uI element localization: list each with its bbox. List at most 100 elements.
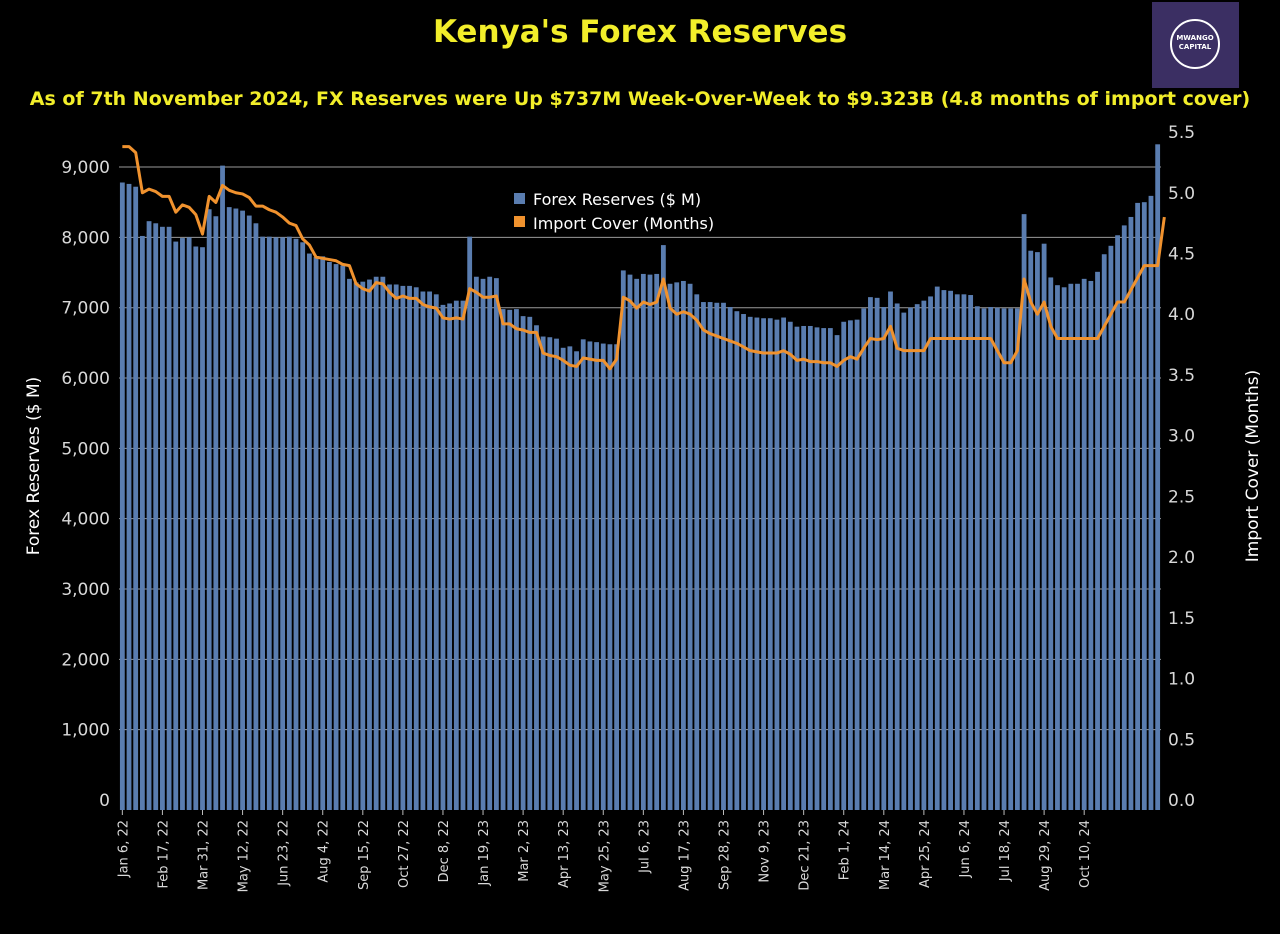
x-tick-label: Aug 4, 22 <box>317 820 332 883</box>
chart-title: Kenya's Forex Reserves <box>432 14 848 50</box>
bar <box>393 284 399 811</box>
bar <box>527 316 533 810</box>
bar <box>547 337 553 810</box>
x-tick-label: Apr 13, 23 <box>557 820 572 888</box>
bar <box>1121 225 1127 810</box>
bar <box>473 276 479 810</box>
bar <box>627 274 633 810</box>
bar <box>347 278 352 811</box>
x-tick-label: Jan 19, 23 <box>477 820 492 887</box>
y-tick-label: 3,000 <box>61 580 110 600</box>
x-tick-label: Feb 17, 22 <box>156 820 171 889</box>
import-cover-line <box>122 145 1166 371</box>
bar <box>914 304 920 810</box>
y2-tick-label: 0.0 <box>1168 791 1195 811</box>
y2-tick-label: 3.0 <box>1168 427 1195 447</box>
bar <box>139 235 145 810</box>
x-tick-label: Jan 6, 22 <box>116 820 131 878</box>
bar <box>707 302 713 810</box>
bar <box>687 283 693 810</box>
bar <box>647 274 653 810</box>
bar <box>1061 287 1067 810</box>
bar <box>888 291 893 810</box>
x-tick-label: Dec 8, 22 <box>437 820 452 882</box>
bar <box>333 264 339 811</box>
bar <box>273 237 279 811</box>
bar <box>634 278 640 811</box>
bar <box>119 182 125 810</box>
bar <box>520 316 526 810</box>
bar <box>380 276 386 810</box>
bar <box>1075 283 1080 810</box>
bar <box>667 283 673 810</box>
bar <box>1088 280 1094 811</box>
bar <box>1048 277 1054 810</box>
bar <box>681 280 686 811</box>
y-tick-label: 2,000 <box>61 650 110 670</box>
bar <box>1148 195 1154 810</box>
x-tick-label: Apr 25, 24 <box>918 820 933 888</box>
bar <box>166 226 172 810</box>
bar <box>961 294 967 811</box>
bar <box>193 246 199 810</box>
bar <box>881 306 887 810</box>
legend-swatch-reserves <box>514 193 525 204</box>
bar <box>801 325 807 810</box>
bar <box>1155 144 1161 810</box>
bar <box>233 208 239 810</box>
x-tick-label: Mar 14, 24 <box>878 820 893 890</box>
y2-tick-label: 5.0 <box>1168 184 1195 204</box>
bar <box>781 317 787 810</box>
bar <box>360 281 366 810</box>
bar <box>1101 254 1107 811</box>
bar <box>353 282 359 810</box>
bar <box>260 236 266 810</box>
x-tick-label: Jul 18, 24 <box>998 820 1013 882</box>
bar <box>433 294 439 811</box>
bar <box>173 241 179 810</box>
bar <box>554 338 559 810</box>
bar <box>186 237 192 811</box>
y-tick-label: 9,000 <box>61 158 110 178</box>
bar <box>894 303 900 810</box>
y2-tick-label: 3.5 <box>1168 366 1195 386</box>
bar <box>1001 308 1007 810</box>
bar <box>540 336 546 810</box>
bar <box>200 247 205 810</box>
x-tick-label: Mar 31, 22 <box>197 820 212 890</box>
legend-label-reserves: Forex Reserves ($ M) <box>533 190 701 209</box>
bar <box>974 306 980 810</box>
bar <box>874 297 880 811</box>
bar <box>367 279 372 810</box>
bar <box>868 297 873 810</box>
bar <box>1035 252 1040 810</box>
y2-tick-label: 2.0 <box>1168 548 1195 568</box>
bar <box>487 276 493 810</box>
bar <box>694 294 700 811</box>
bar <box>988 306 994 810</box>
x-tick-label: Aug 29, 24 <box>1038 820 1053 891</box>
bar <box>841 321 847 810</box>
bar <box>413 287 419 810</box>
bar <box>827 328 833 810</box>
x-tick-label: Dec 21, 23 <box>798 820 813 891</box>
bar <box>734 311 740 810</box>
bar <box>226 207 232 810</box>
bar <box>300 242 306 810</box>
y2-tick-label: 5.5 <box>1168 123 1195 143</box>
y-tick-label: 0 <box>99 791 110 811</box>
bar <box>447 303 453 810</box>
bar <box>754 317 760 810</box>
x-tick-label: Jun 6, 24 <box>958 820 973 879</box>
bar <box>286 236 292 810</box>
x-tick-label: Nov 9, 23 <box>758 820 773 883</box>
bar <box>954 294 960 811</box>
bar <box>440 304 446 810</box>
bar <box>220 165 225 810</box>
y-tick-label: 5,000 <box>61 439 110 459</box>
bar <box>306 253 312 811</box>
x-tick-label: May 25, 23 <box>597 820 612 892</box>
bar <box>1115 235 1120 810</box>
bar <box>948 290 953 810</box>
bar <box>453 300 459 810</box>
